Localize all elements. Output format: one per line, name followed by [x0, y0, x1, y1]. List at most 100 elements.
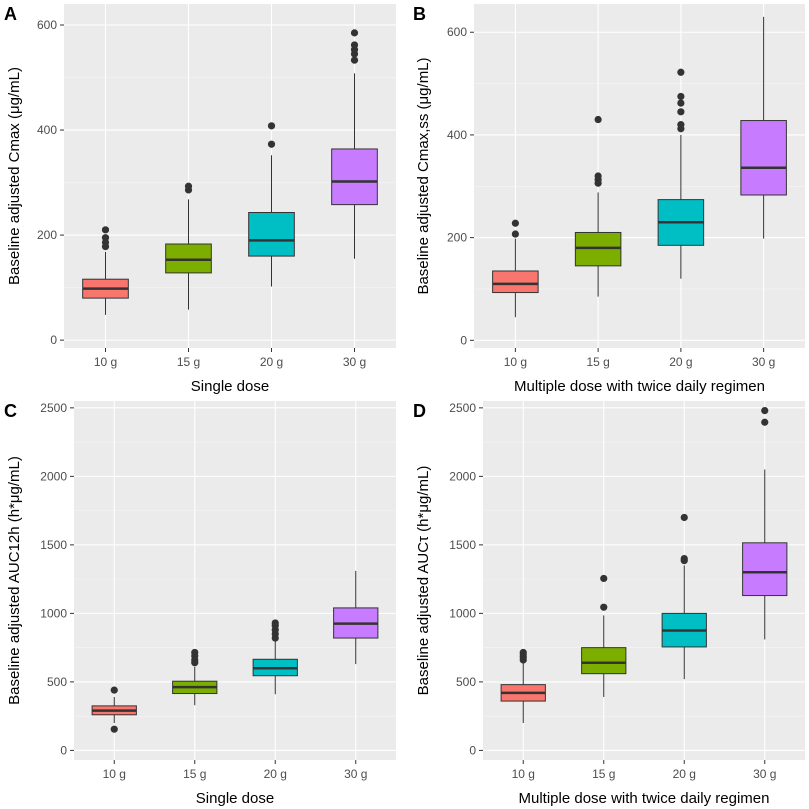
- y-tick-label: 500: [47, 675, 67, 689]
- y-tick-label: 2000: [449, 469, 476, 483]
- outlier-point: [594, 115, 602, 124]
- x-tick-label: 15 g: [177, 355, 200, 369]
- y-tick-label: 400: [447, 128, 467, 142]
- box-15g: [574, 115, 622, 297]
- outlier-point: [350, 29, 359, 37]
- x-tick-label: 30 g: [344, 767, 367, 781]
- y-tick-label: 0: [460, 333, 467, 347]
- box-body: [331, 148, 378, 206]
- outlier-point: [761, 406, 769, 415]
- y-tick-label: 0: [50, 333, 57, 347]
- y-axis-title: Baseline adjusted Cmax (μg/mL): [6, 67, 23, 285]
- outlier-point: [761, 418, 769, 426]
- panel-d: 0 500 1000 1500 2000 2500 10 g 15 g 20 g 30 g Mult…: [413, 401, 805, 807]
- box-10g: [91, 686, 137, 733]
- outlier-point: [350, 56, 359, 64]
- y-tick-label: 2500: [40, 401, 67, 415]
- y-tick-label: 600: [447, 25, 467, 39]
- box-10g: [500, 648, 546, 724]
- y-tick-label: 600: [37, 18, 57, 32]
- outlier-point: [600, 574, 608, 583]
- outlier-point: [594, 172, 602, 180]
- box-20g: [657, 68, 705, 279]
- box-body: [248, 212, 295, 257]
- box-15g: [165, 182, 212, 310]
- outlier-point: [267, 140, 276, 148]
- panel-letter: C: [4, 401, 17, 421]
- box-body: [492, 270, 539, 294]
- y-axis-title: Baseline adjusted AUC12h (h*μg/mL): [6, 456, 23, 705]
- y-tick-label: 1500: [40, 538, 67, 552]
- x-tick-label: 30 g: [752, 355, 775, 369]
- x-axis-title: Multiple dose with twice daily regimen: [514, 378, 765, 395]
- outlier-point: [519, 648, 527, 657]
- outlier-point: [600, 603, 608, 611]
- outlier-point: [267, 122, 276, 130]
- outlier-point: [110, 725, 118, 733]
- y-tick-label: 0: [60, 743, 67, 757]
- x-tick-label: 20 g: [264, 767, 287, 781]
- box-30g: [331, 29, 378, 259]
- y-tick-label: 500: [456, 675, 476, 689]
- panel-letter: A: [4, 4, 17, 24]
- y-tick-label: 400: [37, 123, 57, 137]
- box-body: [742, 542, 788, 597]
- x-tick-label: 20 g: [669, 355, 692, 369]
- x-tick-label: 15 g: [592, 767, 615, 781]
- box-10g: [82, 226, 129, 315]
- box-20g: [248, 122, 295, 287]
- outlier-point: [350, 41, 359, 49]
- outlier-point: [677, 99, 685, 107]
- box-30g: [742, 406, 788, 640]
- box-body: [165, 243, 212, 274]
- x-tick-label: 10 g: [504, 355, 527, 369]
- outlier-point: [101, 234, 110, 242]
- y-tick-label: 2000: [40, 469, 67, 483]
- x-tick-label: 15 g: [586, 355, 609, 369]
- outlier-point: [680, 513, 688, 522]
- box-body: [581, 647, 627, 675]
- x-tick-label: 30 g: [343, 355, 366, 369]
- outlier-point: [191, 648, 199, 657]
- y-tick-label: 0: [469, 743, 476, 757]
- box-30g: [333, 570, 379, 665]
- x-tick-label: 10 g: [94, 355, 117, 369]
- y-tick-label: 1000: [40, 606, 67, 620]
- outlier-point: [677, 68, 685, 76]
- y-tick-label: 1500: [449, 538, 476, 552]
- panel-b: 0 200 400 600 10 g 15 g 20 g 30 g Multiple dose …: [413, 4, 805, 395]
- x-tick-label: 15 g: [183, 767, 206, 781]
- box-body: [740, 120, 787, 196]
- x-axis-title: Single dose: [191, 378, 269, 395]
- panel-letter: B: [413, 4, 426, 24]
- y-axis-title: Baseline adjusted AUCτ (h*μg/mL): [415, 466, 432, 696]
- y-axis-title: Baseline adjusted Cmax,ss (μg/mL): [415, 57, 432, 294]
- x-tick-label: 30 g: [753, 767, 776, 781]
- x-tick-label: 20 g: [260, 355, 283, 369]
- box-20g: [661, 513, 707, 680]
- y-tick-label: 200: [447, 231, 467, 245]
- x-axis-title: Single dose: [196, 790, 274, 807]
- box-15g: [172, 648, 218, 706]
- outlier-point: [271, 619, 279, 627]
- y-tick-label: 200: [37, 228, 57, 242]
- y-tick-label: 1000: [449, 606, 476, 620]
- box-15g: [581, 574, 627, 697]
- x-axis-title: Multiple dose with twice daily regimen: [519, 790, 770, 807]
- outlier-point: [677, 108, 685, 116]
- outlier-point: [511, 230, 519, 238]
- box-body: [574, 231, 622, 267]
- x-tick-label: 20 g: [673, 767, 696, 781]
- outlier-point: [677, 92, 685, 101]
- box-10g: [492, 219, 539, 318]
- outlier-point: [110, 686, 118, 694]
- plot-background: [74, 401, 396, 760]
- outlier-point: [680, 554, 688, 563]
- box-20g: [252, 619, 298, 695]
- outlier-point: [184, 182, 193, 190]
- x-tick-label: 10 g: [512, 767, 535, 781]
- panel-a: 0 200 400 600 10 g 15 g 20 g 30 g Single dose Bas…: [4, 4, 396, 395]
- outlier-point: [101, 226, 110, 234]
- box-30g: [740, 16, 787, 239]
